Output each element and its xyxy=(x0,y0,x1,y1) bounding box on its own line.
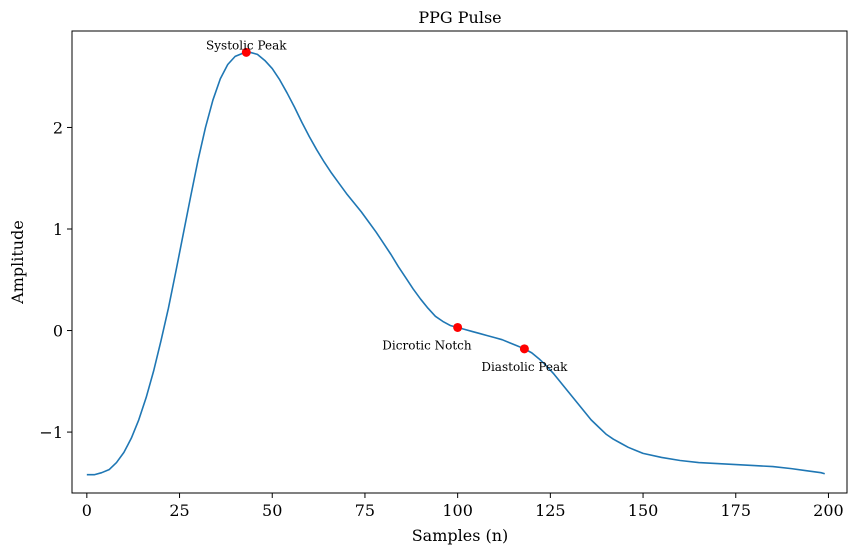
y-tick-label: −1 xyxy=(39,423,63,442)
y-tick-label: 0 xyxy=(53,322,63,341)
x-tick-label: 50 xyxy=(262,501,282,520)
x-tick-label: 175 xyxy=(720,501,751,520)
x-tick-label: 125 xyxy=(535,501,566,520)
x-tick-label: 100 xyxy=(442,501,473,520)
plot-frame xyxy=(71,30,848,494)
annotation-marker xyxy=(453,322,463,332)
x-tick-label: 25 xyxy=(169,501,189,520)
x-tick-label: 0 xyxy=(82,501,92,520)
x-tick-label: 200 xyxy=(813,501,844,520)
x-tick-label: 75 xyxy=(355,501,375,520)
y-tick-label: 2 xyxy=(53,118,63,137)
annotation-label: Systolic Peak xyxy=(206,38,287,52)
y-axis-title: Amplitude xyxy=(8,220,27,305)
x-axis-title: Samples (n) xyxy=(412,526,509,545)
annotation-marker xyxy=(519,344,529,354)
y-tick-label: 1 xyxy=(53,220,63,239)
chart-title: PPG Pulse xyxy=(418,8,501,27)
annotation-marker xyxy=(241,47,251,57)
plot-area: 0 25 50 75 100 125 150 175 200 −1 0 1 2 Systolic Peak… xyxy=(39,38,843,520)
annotation-label: Diastolic Peak xyxy=(481,360,568,374)
ppg-series-line xyxy=(86,51,825,476)
x-tick-label: 150 xyxy=(628,501,659,520)
annotation-label: Dicrotic Notch xyxy=(382,338,472,352)
